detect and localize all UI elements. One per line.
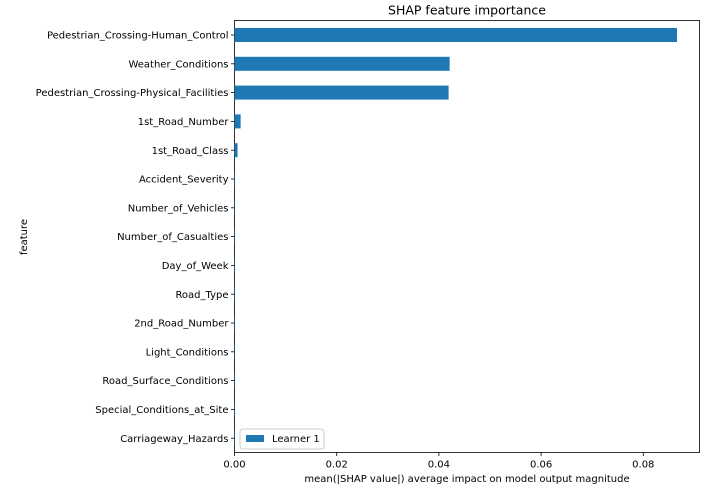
x-axis-label: mean(|SHAP value|) average impact on mod… <box>304 474 629 485</box>
x-tick-label: 0.02 <box>326 460 348 471</box>
x-tick-label: 0.00 <box>223 460 245 471</box>
bar-Pedestrian_Crossing-Human_Control <box>234 28 678 42</box>
bar-Road_Type <box>234 287 236 302</box>
y-tick-label: 1st_Road_Number <box>138 117 230 128</box>
y-tick-label: Number_of_Vehicles <box>128 203 229 214</box>
y-tick-label: Road_Type <box>175 290 228 301</box>
bar-Pedestrian_Crossing-Physical_Facilities <box>234 85 449 100</box>
bar-Day_of_Week <box>234 258 236 273</box>
y-tick-label: Weather_Conditions <box>128 59 228 70</box>
y-tick-label: Pedestrian_Crossing-Physical_Facilities <box>36 88 229 99</box>
legend-frame <box>239 428 325 450</box>
y-tick-label: Number_of_Casualties <box>117 232 228 243</box>
plot-area <box>234 20 700 453</box>
x-tick-label: 0.06 <box>530 460 552 471</box>
y-tick-label: 2nd_Road_Number <box>134 319 229 330</box>
y-tick-label: Pedestrian_Crossing-Human_Control <box>47 31 229 42</box>
y-tick-label: Carriageway_Hazards <box>120 434 228 445</box>
bar-Road_Surface_Conditions <box>234 373 236 388</box>
bar-2nd_Road_Number <box>234 316 236 330</box>
y-tick-label: Accident_Severity <box>139 175 229 186</box>
y-tick-label: Day_of_Week <box>162 261 229 272</box>
bar-Weather_Conditions <box>234 56 450 71</box>
y-tick-label: Special_Conditions_at_Site <box>95 405 228 416</box>
legend-label: Learner 1 <box>272 434 320 445</box>
legend: Learner 1 <box>239 428 325 450</box>
x-tick-group: 0.00 0.02 0.04 0.06 0.08 <box>223 452 654 471</box>
bar-Light_Conditions <box>234 344 236 359</box>
bars-group <box>234 28 678 446</box>
bar-Number_of_Casualties <box>234 229 236 244</box>
bar-Carriageway_Hazards <box>234 431 236 446</box>
bar-Number_of_Vehicles <box>234 200 236 215</box>
y-tick-label: Light_Conditions <box>146 347 229 358</box>
chart-title: SHAP feature importance <box>388 3 546 18</box>
legend-swatch <box>246 435 264 442</box>
bar-Accident_Severity <box>234 172 236 186</box>
bar-Special_Conditions_at_Site <box>234 402 236 417</box>
x-tick-label: 0.08 <box>632 460 654 471</box>
x-tick-label: 0.04 <box>428 460 450 471</box>
y-tick-label: Road_Surface_Conditions <box>102 376 228 387</box>
y-tick-group: Pedestrian_Crossing-Human_Control Weather… <box>36 31 235 445</box>
bar-1st_Road_Number <box>234 114 241 129</box>
y-tick-label: 1st_Road_Class <box>152 146 229 157</box>
bar-1st_Road_Class <box>234 143 238 158</box>
y-axis-label: feature <box>19 219 30 255</box>
